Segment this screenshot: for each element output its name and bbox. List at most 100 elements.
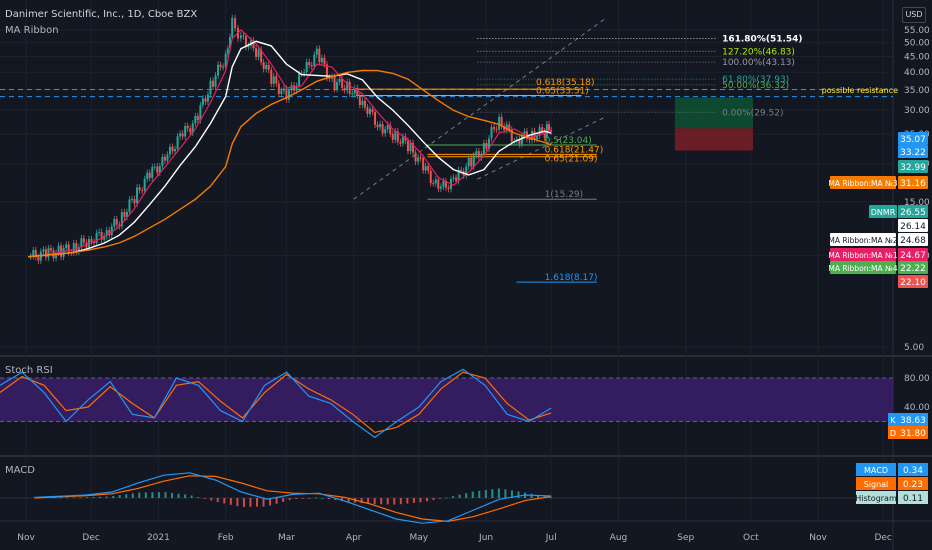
candle-body [510,129,513,142]
long-position-loss-zone [674,128,753,151]
candle-body [100,231,103,240]
stoch-rsi-title[interactable]: Stoch RSI [5,365,53,376]
candle-body [32,250,35,257]
candle-body [351,93,354,95]
candle-body [295,85,298,91]
candle-body [505,124,508,130]
candle-body [447,187,450,190]
candle-body [136,187,139,204]
rsi-value-tag [898,413,928,426]
macd-histogram-bar [223,498,226,504]
macd-histogram-bar [367,498,370,504]
macd-title[interactable]: MACD [5,465,35,476]
candle-body [475,151,478,156]
price-label-tag [898,275,928,288]
ma-legend-label: MA Ribbon:MA №3 [828,179,897,188]
fib-retracement-label: 1(15.29) [545,190,584,200]
candle-body [285,88,288,100]
macd-histogram-bar [282,498,285,502]
candle-body [113,219,116,227]
candle-body [184,125,187,137]
candle-body [480,154,483,158]
macd-histogram-bar [275,498,278,504]
candle-body [146,172,149,179]
ma-legend-tag [830,261,896,274]
price-label-value: 32.99 [900,163,926,173]
candle-body [252,40,255,49]
candle-body [143,178,146,192]
candle-body [156,166,159,173]
candle-body [176,136,179,150]
price-tick-label: 15.00 [904,198,930,208]
candle-body [55,252,58,259]
candle-body [396,131,399,142]
candle-body [523,131,526,136]
candle-body [226,48,229,54]
candle-body [62,248,65,257]
macd-histogram-bar [210,498,213,501]
macd-histogram-bar [432,498,435,501]
macd-histogram-bar [216,498,219,503]
rsi-tick-label: 40.00 [904,403,930,413]
macd-histogram-bar [99,496,102,498]
indicator-label[interactable]: MA Ribbon [5,25,59,36]
macd-value: 0.11 [903,494,923,504]
currency-badge[interactable]: USD [902,7,926,23]
candle-body [239,35,242,39]
candle-body [429,170,432,184]
price-label-tag [898,261,928,274]
candle-body [267,64,270,70]
candle-body [247,45,250,48]
macd-histogram-bar [425,498,428,502]
macd-legend-key [856,491,896,504]
candle-body [65,244,68,249]
candle-body [206,94,209,102]
candle-body [543,131,546,138]
macd-histogram-bar [497,488,500,498]
candle-body [98,231,101,233]
candle-body [293,85,296,91]
candle-body [138,187,141,191]
candle-body [338,78,341,83]
rsi-legend-key [888,413,898,426]
macd-histogram-bar [510,490,513,498]
macd-histogram-bar [386,498,389,505]
candle-body [427,166,430,171]
price-label-value: 33.22 [900,148,926,158]
candle-body [118,224,121,227]
macd-histogram-bar [308,498,311,499]
macd-histogram-bar [144,492,147,498]
macd-histogram-bar [491,489,494,498]
macd-histogram-bar [380,498,383,505]
price-label-tag [898,145,928,158]
candle-body [508,124,511,130]
price-label-tag [898,176,928,189]
macd-histogram-bar [177,493,180,498]
candle-body [275,76,278,84]
candle-body [432,183,435,185]
candle-body [212,80,215,87]
candle-body [153,166,156,168]
candle-body [277,83,280,94]
long-position-profit-zone [674,97,753,129]
candle-body [401,136,404,144]
candle-body [493,127,496,130]
macd-histogram-bar [537,494,540,498]
candle-body [465,166,468,176]
rsi-value: 31.80 [900,429,926,439]
candle-body [419,157,422,159]
candle-body [538,127,541,136]
macd-histogram-bar [157,492,160,498]
fib-retracement-label: 1.618(8.17) [545,273,598,283]
fib-retracement-label: 0.618(21.47) [545,145,604,155]
candle-body [168,146,171,155]
price-label-value: 35.07 [900,135,926,145]
candle-body [434,179,437,184]
candle-body [366,107,369,114]
candle-body [376,124,379,128]
macd-histogram-bar [53,497,56,499]
candle-body [103,236,106,240]
candle-body [323,57,326,65]
macd-histogram-bar [255,498,258,507]
